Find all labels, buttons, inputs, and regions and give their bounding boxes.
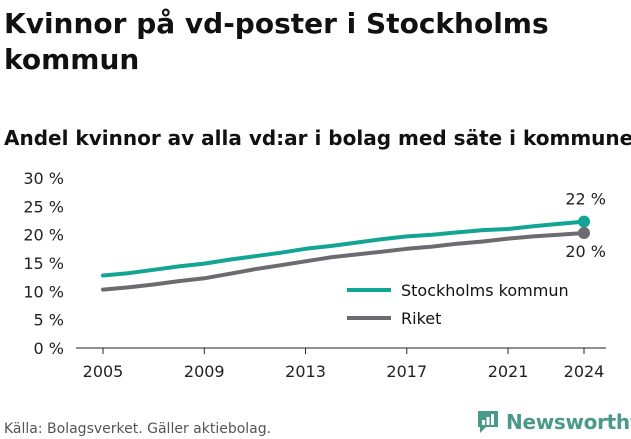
page-title: Kvinnor på vd-poster i Stockholms kommun: [4, 7, 549, 76]
x-tick-label: 2024: [564, 362, 605, 381]
x-tick-label: 2013: [285, 362, 326, 381]
y-tick-label: 25 %: [23, 197, 64, 216]
x-tick-label: 2009: [184, 362, 225, 381]
end-point-stockholm: [578, 215, 590, 228]
end-label-stockholm: 22 %: [565, 190, 606, 209]
end-point-riket: [578, 226, 590, 239]
brand-logo: Newsworthy: [476, 409, 631, 435]
y-tick-label: 20 %: [23, 226, 64, 245]
legend-label-riket: Riket: [401, 309, 441, 328]
bar-chart-logo-icon: [478, 411, 498, 433]
legend: Stockholms kommun Riket: [347, 281, 569, 328]
x-axis-ticks: 2005 2009 2013 2017 2021 2024: [83, 348, 605, 381]
series-layer: 22 % 20 %: [101, 190, 606, 292]
end-label-riket: 20 %: [565, 242, 606, 261]
legend-label-stockholm: Stockholms kommun: [401, 281, 569, 300]
line-chart: 0 %5 %10 %15 %20 %25 %30 % 2005 2009 2013 2…: [23, 169, 606, 381]
y-axis-ticks: 0 % 5 % 10 % 15 % 20 % 25 % 30 %: [23, 169, 64, 358]
y-tick-label: 30 %: [23, 169, 64, 188]
chart-subtitle: Andel kvinnor av alla vd:ar i bolag med …: [4, 126, 631, 150]
series-line-riket: [101, 231, 586, 292]
brand-name: Newsworthy: [506, 410, 631, 434]
y-tick-label: 15 %: [23, 254, 64, 273]
y-tick-label: 0 %: [34, 339, 64, 358]
source-note: Källa: Bolagsverket. Gäller aktiebolag.: [4, 421, 272, 437]
axes: 0 %5 %10 %15 %20 %25 %30 % 2005 2009 2013 2…: [23, 169, 606, 381]
x-tick-label: 2005: [83, 362, 124, 381]
y-tick-label: 5 %: [34, 311, 64, 330]
x-tick-label: 2021: [488, 362, 529, 381]
x-tick-label: 2017: [386, 362, 427, 381]
y-tick-label: 10 %: [23, 282, 64, 301]
series-line-stockholm: [101, 219, 586, 278]
